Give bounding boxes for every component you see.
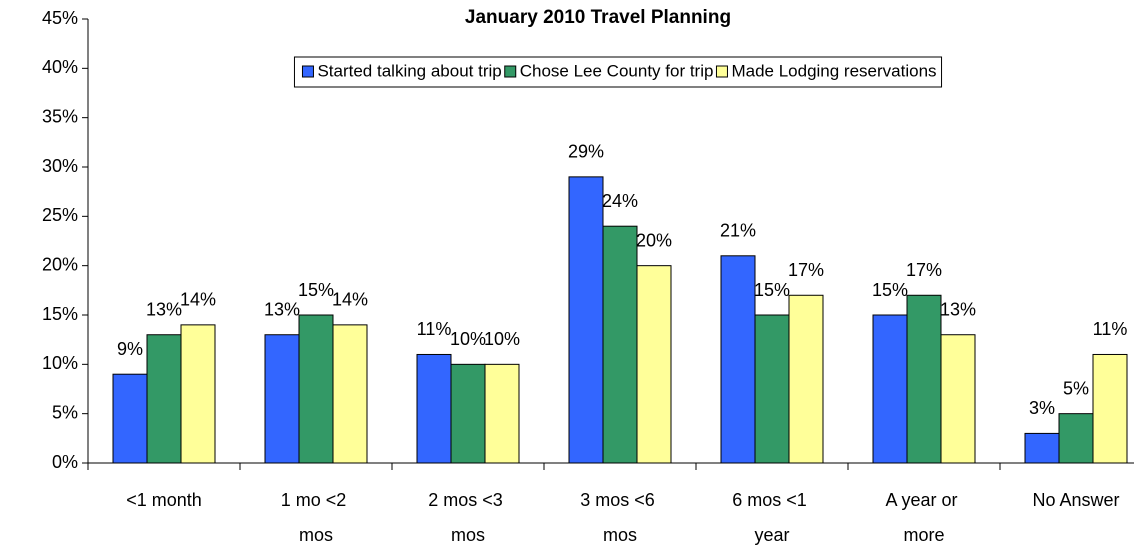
x-tick-label: 2 mos <3 mos [428, 490, 508, 545]
x-tick-label: 3 mos <6 mos [580, 490, 660, 545]
data-label: 15% [754, 280, 790, 300]
y-tick-label: 25% [42, 205, 78, 225]
legend-label: Chose Lee County for trip [520, 61, 714, 80]
data-label: 29% [568, 142, 604, 162]
bar [568, 176, 604, 464]
y-tick-label: 15% [42, 304, 78, 324]
data-label: 13% [940, 299, 976, 319]
x-tick-label: No Answer [1032, 490, 1119, 510]
data-label: 15% [872, 280, 908, 300]
legend-label: Started talking about trip [317, 61, 501, 80]
data-label: 14% [332, 290, 368, 310]
y-tick-label: 5% [52, 402, 78, 422]
bar [180, 324, 216, 464]
data-label: 5% [1063, 378, 1089, 398]
bar [332, 324, 368, 464]
bar [484, 363, 520, 464]
bar [298, 314, 334, 464]
x-tick-label: <1 month [126, 490, 202, 510]
data-label: 14% [180, 290, 216, 310]
data-label: 3% [1029, 398, 1055, 418]
data-label: 20% [636, 230, 672, 250]
bar [450, 363, 486, 464]
legend-swatch [715, 65, 728, 78]
bar [906, 294, 942, 464]
bar [1092, 353, 1128, 464]
data-label: 11% [1093, 319, 1128, 339]
data-label: 21% [720, 221, 756, 241]
data-label: 13% [264, 299, 300, 319]
bar [754, 314, 790, 464]
legend: Started talking about trip Chose Lee Coun… [293, 56, 943, 88]
y-tick-label: 20% [42, 254, 78, 274]
legend-box [293, 56, 943, 88]
data-label: 13% [146, 299, 182, 319]
bar [636, 265, 672, 464]
data-label: 11% [417, 319, 452, 339]
data-label: 10% [484, 329, 520, 349]
bar [416, 353, 452, 464]
bar [720, 255, 756, 464]
y-tick-label: 40% [42, 57, 78, 77]
y-tick-label: 10% [42, 353, 78, 373]
legend-swatch [301, 65, 314, 78]
bar [1058, 413, 1094, 464]
data-label: 15% [298, 280, 334, 300]
bar [940, 334, 976, 464]
bar [112, 373, 148, 464]
x-tick-label: 1 mo <2 mos [281, 490, 352, 545]
y-tick-label: 35% [42, 106, 78, 126]
bar [146, 334, 182, 464]
bar [788, 294, 824, 464]
bar [602, 225, 638, 464]
data-label: 10% [450, 329, 486, 349]
legend-label: Made Lodging reservations [731, 61, 936, 80]
x-tick-label: A year or more [885, 490, 962, 545]
x-tick-label: 6 mos <1 year [732, 490, 812, 545]
data-label: 24% [602, 191, 638, 211]
data-label: 9% [117, 339, 143, 359]
bar [872, 314, 908, 464]
legend-swatch [504, 65, 517, 78]
y-tick-label: 0% [52, 452, 78, 472]
data-label: 17% [788, 260, 824, 280]
y-tick-label: 30% [42, 156, 78, 176]
y-tick-label: 45% [42, 8, 78, 28]
data-label: 17% [906, 260, 942, 280]
bar [1024, 432, 1060, 464]
bar [264, 334, 300, 464]
chart-title: January 2010 Travel Planning [465, 7, 731, 28]
